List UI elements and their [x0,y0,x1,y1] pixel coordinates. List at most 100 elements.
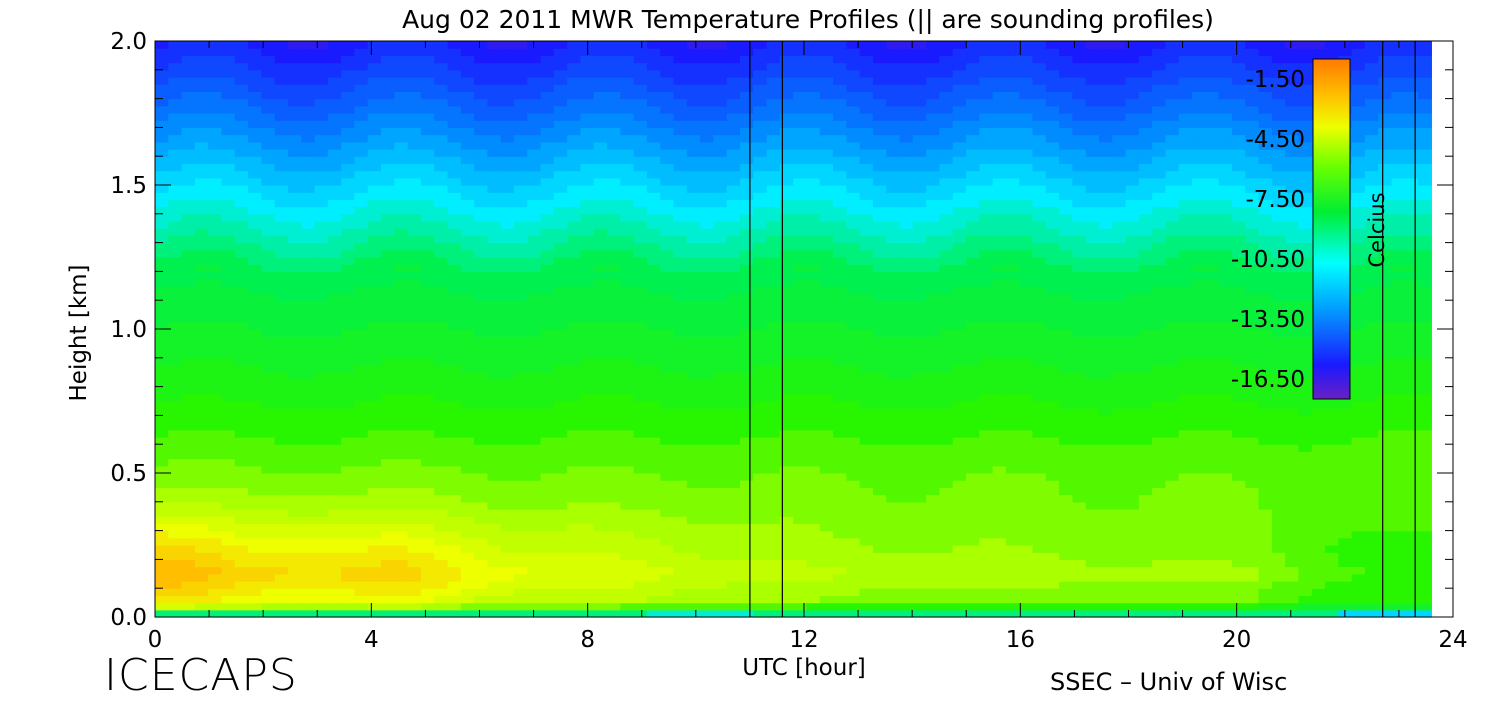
heatmap-cell [221,141,236,150]
heatmap-cell [487,192,502,200]
heatmap-cell [620,221,635,229]
heatmap-cell [367,473,382,481]
heatmap-cell [447,602,462,611]
heatmap-cell [500,69,515,78]
heatmap-cell [899,501,914,510]
heatmap-cell [487,69,502,78]
heatmap-cell [872,285,887,294]
heatmap-cell [646,609,661,618]
heatmap-cell [713,185,728,193]
heatmap-cell [234,401,249,409]
heatmap-cell [779,581,794,589]
heatmap-cell [500,235,515,244]
heatmap-cell [740,278,754,287]
heatmap-cell [766,69,781,78]
heatmap-cell [474,350,488,359]
heatmap-cell [420,77,435,85]
heatmap-cell [633,444,648,452]
heatmap-cell [607,170,621,179]
heatmap-cell [301,415,316,424]
heatmap-cell [806,257,821,265]
heatmap-cell [460,264,475,272]
heatmap-cell [633,523,648,532]
heatmap-cell [234,437,249,445]
heatmap-cell [460,41,475,49]
heatmap-cell [753,113,768,121]
heatmap-cell [341,84,356,92]
heatmap-cell [354,473,369,481]
heatmap-cell [686,537,701,546]
heatmap-cell [872,487,887,496]
heatmap-cell [886,386,901,395]
heatmap-cell [301,163,316,172]
heatmap-cell [407,84,422,92]
heatmap-cell [779,408,794,416]
heatmap-cell [740,271,754,280]
heatmap-cell [341,98,356,107]
heatmap-cell [939,321,954,330]
heatmap-cell [779,163,794,172]
heatmap-cell [194,458,209,467]
heatmap-cell [181,55,196,64]
heatmap-cell [952,365,967,373]
heatmap-cell [181,429,196,438]
heatmap-cell [354,609,369,618]
heatmap-cell [819,48,834,56]
heatmap-cell [713,329,728,337]
heatmap-cell [434,141,449,150]
heatmap-cell [248,480,262,488]
heatmap-cell [194,249,209,258]
heatmap-cell [274,329,289,337]
heatmap-cell [381,386,395,395]
heatmap-cell [261,278,276,287]
heatmap-cell [367,285,382,294]
heatmap-cell [301,120,316,128]
heatmap-cell [846,134,861,143]
heatmap-cell [261,465,276,474]
heatmap-cell [740,69,754,78]
heatmap-cell [793,595,808,604]
heatmap-cell [341,458,356,467]
heatmap-cell [314,278,329,287]
heatmap-cell [314,249,329,258]
heatmap-cell [660,573,675,582]
heatmap-cell [966,257,980,265]
heatmap-cell [274,609,289,618]
heatmap-cell [740,386,754,395]
heatmap-cell [926,307,941,316]
heatmap-cell [912,271,927,280]
heatmap-cell [447,163,462,172]
heatmap-cell [540,177,555,186]
heatmap-cell [527,170,542,179]
heatmap-cell [354,530,369,539]
heatmap-cell [181,480,196,488]
heatmap-cell [779,343,794,352]
heatmap-cell [513,444,528,452]
heatmap-cell [633,134,648,143]
heatmap-cell [886,422,901,431]
heatmap-cell [234,249,249,258]
heatmap-cell [859,516,874,524]
heatmap-cell [846,127,861,136]
heatmap-cell [540,314,555,323]
heatmap-cell [966,609,980,618]
heatmap-cell [367,581,382,589]
heatmap-cell [886,559,901,568]
heatmap-cell [819,149,834,157]
heatmap-cell [234,365,249,373]
heatmap-cell [168,84,183,92]
heatmap-cell [394,98,409,107]
heatmap-cell [620,501,635,510]
heatmap-cell [168,588,183,596]
heatmap-cell [474,285,488,294]
heatmap-cell [646,343,661,352]
heatmap-cell [367,257,382,265]
heatmap-cell [753,537,768,546]
heatmap-cell [500,264,515,272]
heatmap-cell [593,163,608,172]
heatmap-cell [181,451,196,460]
heatmap-cell [806,235,821,244]
heatmap-cell [806,588,821,596]
heatmap-cell [939,465,954,474]
heatmap-cell [314,473,329,481]
